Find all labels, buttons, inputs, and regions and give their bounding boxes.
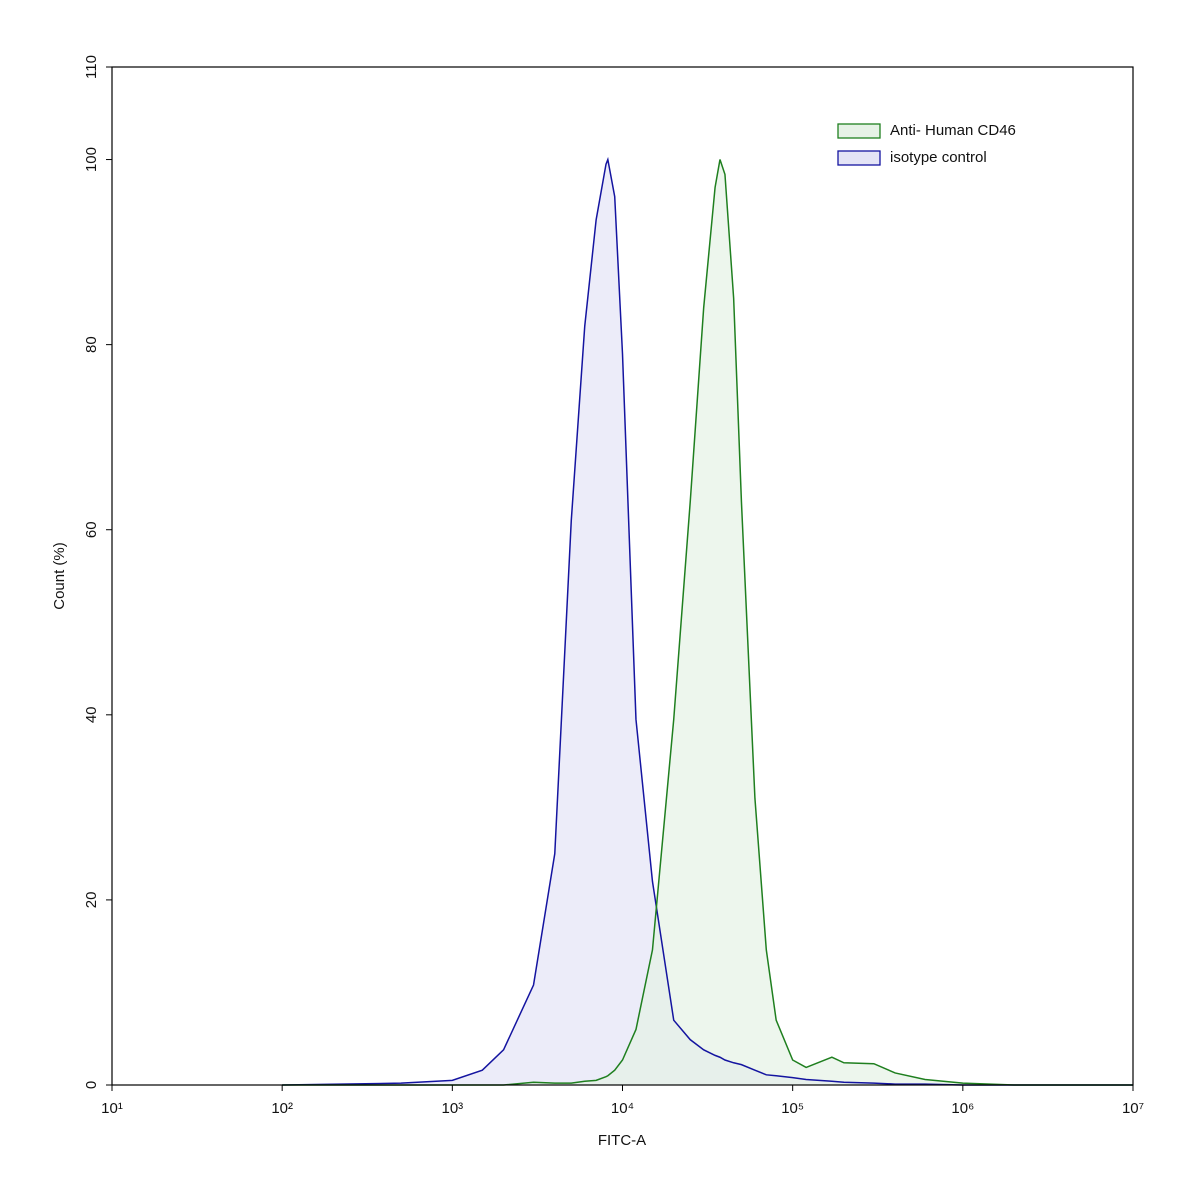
y-tick-label: 60 — [83, 521, 100, 538]
legend-swatch — [837, 123, 881, 139]
x-axis-title: FITC-A — [598, 1132, 646, 1149]
x-tick-label: 10⁶ — [951, 1100, 974, 1117]
y-tick-label: 40 — [83, 706, 100, 723]
y-axis-title: Count (%) — [51, 542, 68, 610]
x-tick-label: 10² — [271, 1100, 293, 1117]
series-line — [282, 156, 1133, 1086]
area-fill — [282, 159, 1134, 1085]
x-tick-label: 10¹ — [101, 1100, 123, 1117]
x-tick-label: 10⁴ — [611, 1100, 634, 1117]
y-tick-label: 110 — [83, 55, 100, 79]
y-tick-label: 0 — [83, 1081, 100, 1089]
y-tick-label: 80 — [83, 336, 100, 353]
y-tick-label: 100 — [83, 147, 100, 172]
x-tick-label: 10⁷ — [1122, 1100, 1144, 1117]
x-tick-label: 10⁵ — [781, 1100, 804, 1117]
series-line — [282, 159, 1133, 1086]
x-tick-label: 10³ — [441, 1100, 463, 1117]
legend-swatch — [837, 150, 881, 166]
legend-label: isotype control — [890, 149, 987, 166]
y-tick-label: 20 — [83, 892, 100, 909]
legend-label: Anti- Human CD46 — [890, 122, 1016, 139]
